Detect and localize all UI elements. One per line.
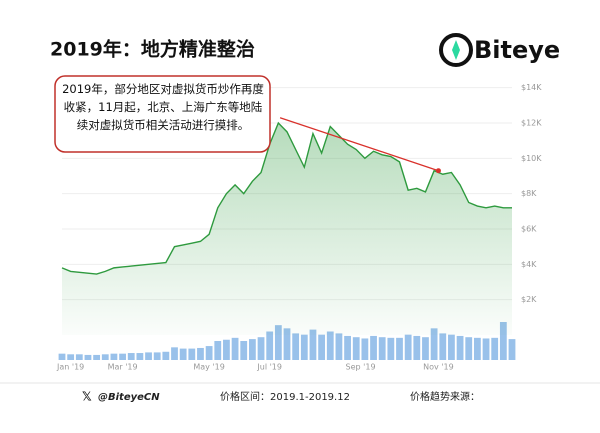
y-tick-label: $4K	[521, 260, 537, 269]
chart-title: 2019年：地方精准整治	[50, 38, 255, 61]
volume-bar	[456, 335, 464, 360]
volume-bar	[214, 341, 222, 360]
volume-bar	[430, 328, 438, 360]
footer-source: 价格趋势来源：	[410, 390, 480, 403]
annotation: 2019年，部分地区对虚拟货币炒作再度收紧，11月起，北京、上海广东等地陆续对虚…	[62, 82, 264, 132]
volume-bar	[309, 329, 317, 360]
x-tick-label: Jan '19	[56, 363, 84, 372]
volume-bar	[326, 331, 334, 360]
volume-bar	[318, 334, 326, 360]
volume-bar	[197, 347, 204, 360]
annotation-wrap: 2019年，部分地区对虚拟货币炒作再度收紧，11月起，北京、上海广东等地陆续对虚…	[62, 82, 264, 132]
volume-bar	[110, 353, 118, 360]
y-tick-label: $6K	[521, 225, 537, 234]
volume-bar	[223, 339, 230, 360]
volume-bar	[101, 354, 109, 360]
volume-bar	[439, 333, 447, 360]
logo: Biteye	[439, 33, 560, 67]
volume-bar	[67, 354, 75, 360]
volume-bar	[162, 351, 170, 360]
volume-bar	[231, 337, 239, 360]
volume-bar	[153, 352, 161, 360]
y-tick-label: $2K	[521, 295, 537, 304]
volume-bar	[248, 339, 256, 360]
volume-bar	[274, 325, 282, 360]
volume-bar	[283, 328, 291, 360]
x-tick-label: Sep '19	[346, 363, 376, 372]
volume-bar	[352, 337, 360, 360]
footer-range: 价格区间：2019.1-2019.12	[220, 390, 350, 403]
volume-bar	[145, 352, 152, 360]
volume-bar	[257, 337, 265, 360]
trend-end	[435, 168, 441, 174]
x-logo: 𝕏	[82, 390, 92, 404]
y-tick-label: $8K	[521, 189, 537, 198]
trend-line	[279, 117, 439, 172]
volume-bar	[396, 337, 403, 360]
volume-bar	[127, 353, 135, 360]
volume-bar	[179, 348, 187, 360]
volume-bar	[300, 334, 308, 360]
volume-bar	[378, 337, 386, 360]
volume-bar	[404, 334, 412, 360]
volume-bar	[84, 354, 92, 360]
volume-bar	[58, 353, 66, 360]
annotation-box	[54, 75, 271, 153]
volume-bar	[119, 353, 126, 360]
brand: Biteye	[474, 36, 560, 64]
x-tick-label: May '19	[193, 363, 224, 372]
y-tick-label: $14K	[521, 83, 542, 92]
y-tick-label: $12K	[521, 119, 542, 128]
volume-bar	[473, 337, 481, 360]
x-tick-label: Jul '19	[256, 363, 282, 372]
volume-bar	[413, 335, 421, 360]
volume-bar	[370, 335, 377, 360]
volume-bar	[240, 341, 248, 360]
volume-bar	[205, 346, 213, 360]
volume-bar	[75, 354, 83, 360]
volume-bar	[335, 333, 343, 360]
volume-bar	[465, 337, 473, 360]
volume-bar	[491, 337, 499, 360]
volume-bar	[422, 337, 429, 360]
volume-bar	[344, 335, 351, 360]
volume-bar	[136, 353, 144, 360]
footer-handle: @BiteyeCN	[98, 392, 160, 403]
volume-bar	[482, 338, 490, 360]
volume-bar	[292, 333, 300, 360]
volume-bar	[188, 348, 196, 360]
volume-bar	[508, 339, 516, 360]
y-tick-label: $10K	[521, 154, 542, 163]
volume-bar	[361, 338, 369, 360]
x-tick-label: Mar '19	[108, 363, 138, 372]
volume-bar	[266, 331, 274, 360]
volume-bar	[171, 347, 178, 360]
volume-bar	[448, 334, 455, 360]
volume-bar	[499, 322, 507, 360]
price-area	[62, 123, 512, 335]
x-tick-label: Nov '19	[423, 363, 454, 372]
volume-bar	[93, 354, 101, 360]
volume-bar	[387, 337, 395, 360]
